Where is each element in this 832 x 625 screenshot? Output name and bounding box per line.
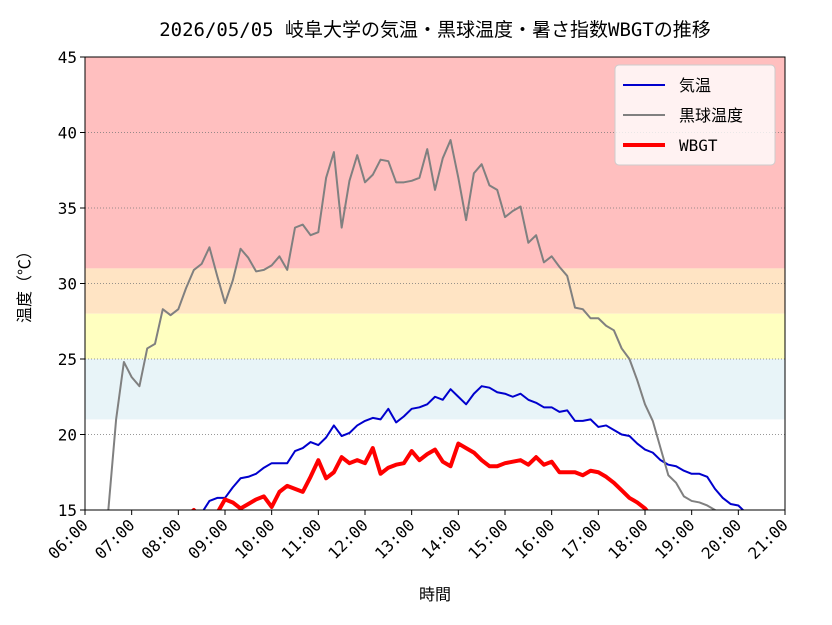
y-tick-label: 40 bbox=[58, 124, 77, 143]
x-tick-label: 08:00 bbox=[138, 515, 185, 562]
chart-title: 2026/05/05 岐阜大学の気温・黒球温度・暑さ指数WBGTの推移 bbox=[159, 19, 711, 41]
lines bbox=[107, 139, 745, 510]
x-tick-label: 12:00 bbox=[324, 515, 371, 562]
legend-label: WBGT bbox=[679, 136, 718, 155]
x-tick-label: 09:00 bbox=[184, 515, 231, 562]
x-tick-label: 20:00 bbox=[698, 515, 745, 562]
x-tick-label: 21:00 bbox=[744, 515, 791, 562]
x-tick-label: 07:00 bbox=[91, 515, 138, 562]
legend-label: 気温 bbox=[679, 76, 711, 95]
heat-band bbox=[85, 268, 785, 314]
series-line bbox=[202, 385, 745, 510]
x-tick-label: 17:00 bbox=[558, 515, 605, 562]
x-tick-label: 19:00 bbox=[651, 515, 698, 562]
x-tick-label: 06:00 bbox=[44, 515, 91, 562]
y-axis-label: 温度（℃） bbox=[15, 243, 34, 323]
y-tick-label: 20 bbox=[58, 426, 77, 445]
series-line bbox=[190, 441, 649, 510]
series-line bbox=[107, 139, 717, 510]
heat-band bbox=[85, 313, 785, 359]
y-tick-label: 15 bbox=[58, 501, 77, 520]
x-tick-label: 11:00 bbox=[278, 515, 325, 562]
x-tick-label: 15:00 bbox=[464, 515, 511, 562]
x-tick-label: 13:00 bbox=[371, 515, 418, 562]
x-axis-label: 時間 bbox=[419, 585, 451, 604]
x-tick-label: 14:00 bbox=[418, 515, 465, 562]
y-tick-label: 35 bbox=[58, 199, 77, 218]
legend-box bbox=[614, 64, 776, 166]
x-tick-label: 10:00 bbox=[231, 515, 278, 562]
x-tick-label: 18:00 bbox=[604, 515, 651, 562]
legend-label: 黒球温度 bbox=[679, 106, 743, 125]
y-tick-label: 30 bbox=[58, 275, 77, 294]
x-tick-label: 16:00 bbox=[511, 515, 558, 562]
y-tick-label: 45 bbox=[58, 48, 77, 67]
y-tick-label: 25 bbox=[58, 350, 77, 369]
heat-band bbox=[85, 359, 785, 420]
